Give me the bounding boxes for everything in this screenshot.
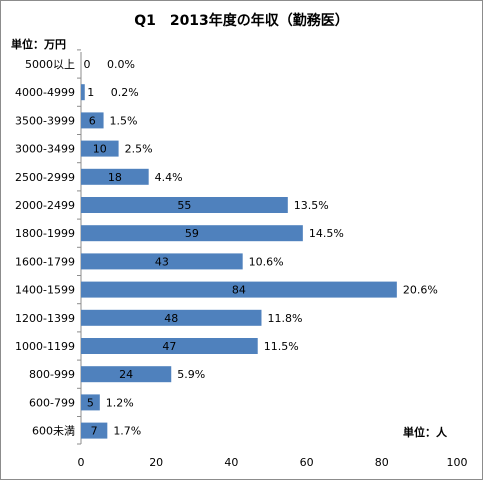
category-label: 1800-1999 bbox=[15, 227, 75, 240]
percent-label: 10.6% bbox=[249, 255, 284, 268]
percent-label: 11.5% bbox=[264, 340, 299, 353]
bar bbox=[81, 84, 85, 101]
bar-value-label: 47 bbox=[162, 340, 176, 353]
bar-value-label: 10 bbox=[93, 143, 107, 156]
bar bbox=[81, 366, 172, 383]
x-tick-label: 40 bbox=[224, 456, 238, 469]
unit-label-people: 単位：人 bbox=[403, 426, 447, 439]
bar-value-label: 7 bbox=[91, 425, 98, 438]
category-label: 1400-1599 bbox=[15, 284, 75, 297]
bar-value-label: 59 bbox=[185, 227, 199, 240]
bar bbox=[81, 112, 104, 129]
category-label: 2000-2499 bbox=[15, 199, 75, 212]
bar-value-label: 48 bbox=[164, 312, 178, 325]
x-tick-label: 100 bbox=[447, 456, 468, 469]
percent-label: 4.4% bbox=[155, 171, 183, 184]
percent-label: 13.5% bbox=[294, 199, 329, 212]
percent-label: 0.2% bbox=[111, 86, 139, 99]
category-label: 3000-3499 bbox=[15, 143, 75, 156]
x-tick-label: 20 bbox=[149, 456, 163, 469]
category-label: 5000以上 bbox=[25, 58, 75, 71]
percent-label: 11.8% bbox=[267, 312, 302, 325]
bar-value-label: 55 bbox=[177, 199, 191, 212]
chart-title: Q1 2013年度の年収（勤務医） bbox=[134, 13, 349, 29]
percent-label: 14.5% bbox=[309, 227, 344, 240]
category-label: 600未満 bbox=[32, 425, 75, 438]
bar-value-label: 84 bbox=[232, 284, 246, 297]
category-label: 1200-1399 bbox=[15, 312, 75, 325]
bar-value-label: 5 bbox=[87, 396, 94, 409]
bar bbox=[81, 394, 100, 411]
percent-label: 20.6% bbox=[403, 284, 438, 297]
bar-value-label: 0 bbox=[84, 58, 91, 71]
percent-label: 2.5% bbox=[125, 143, 153, 156]
percent-label: 0.0% bbox=[107, 58, 135, 71]
bar-value-label: 18 bbox=[108, 171, 122, 184]
x-tick-label: 60 bbox=[300, 456, 314, 469]
bar bbox=[81, 168, 149, 185]
category-label: 2500-2999 bbox=[15, 171, 75, 184]
percent-label: 5.9% bbox=[177, 368, 205, 381]
bar bbox=[81, 422, 108, 439]
bar bbox=[81, 309, 262, 326]
x-tick-label: 80 bbox=[375, 456, 389, 469]
category-label: 3500-3999 bbox=[15, 114, 75, 127]
unit-label-yen: 単位：万円 bbox=[11, 38, 66, 51]
bar-value-label: 24 bbox=[119, 368, 133, 381]
category-label: 4000-4999 bbox=[15, 86, 75, 99]
category-label: 1600-1799 bbox=[15, 255, 75, 268]
bar bbox=[81, 338, 258, 354]
bar bbox=[81, 225, 303, 242]
percent-label: 1.5% bbox=[110, 114, 138, 127]
x-tick-label: 0 bbox=[78, 456, 85, 469]
percent-label: 1.2% bbox=[106, 396, 134, 409]
percent-label: 1.7% bbox=[113, 425, 141, 438]
bar-value-label: 43 bbox=[155, 255, 169, 268]
bar-value-label: 1 bbox=[87, 86, 94, 99]
bar bbox=[81, 281, 397, 298]
bar bbox=[81, 253, 243, 270]
bar-value-label: 6 bbox=[89, 114, 96, 127]
category-label: 1000-1199 bbox=[15, 340, 75, 353]
category-label: 600-799 bbox=[29, 396, 75, 409]
bar bbox=[81, 197, 288, 213]
category-label: 800-999 bbox=[29, 368, 75, 381]
bar bbox=[81, 140, 119, 157]
